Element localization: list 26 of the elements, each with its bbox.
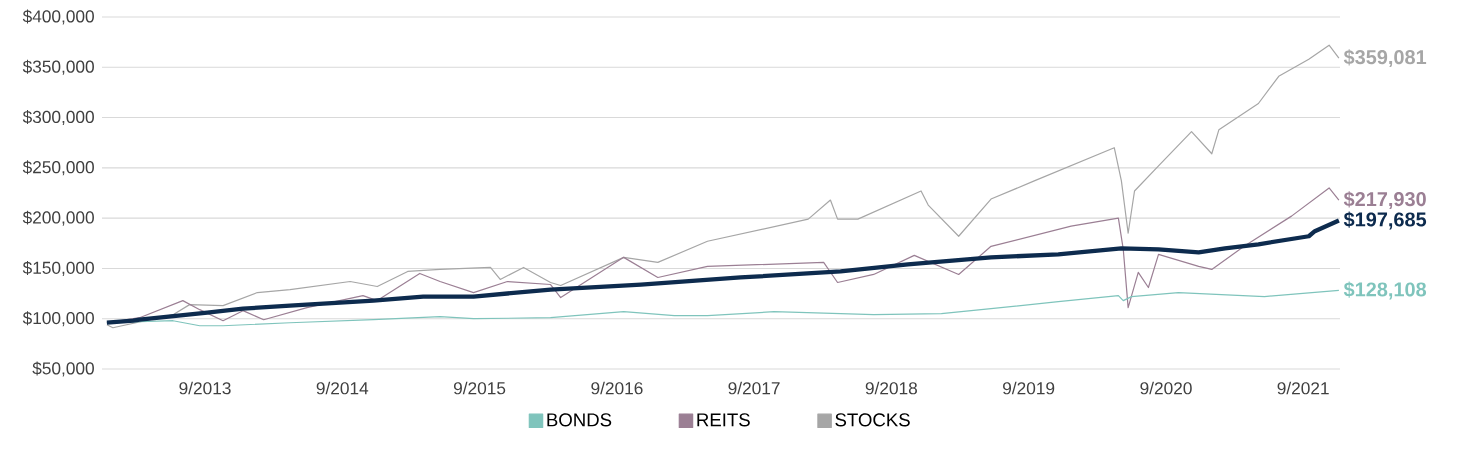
x-tick-label: 9/2015 <box>453 381 506 395</box>
y-tick-label: $150,000 <box>22 260 94 276</box>
data-label: $197,685 <box>1343 211 1427 230</box>
x-tick-label: 9/2020 <box>1140 381 1192 395</box>
y-tick-label: $200,000 <box>22 210 94 226</box>
y-tick-label: $50,000 <box>32 361 94 377</box>
x-tick-label: 9/2018 <box>865 381 918 395</box>
y-tick-label: $250,000 <box>22 160 94 176</box>
x-tick-label: 9/2021 <box>1277 381 1329 395</box>
x-tick-label: 9/2019 <box>1003 381 1055 395</box>
legend-label: BONDS <box>547 413 612 427</box>
x-tick-label: 9/2014 <box>316 381 369 395</box>
x-tick-label: 9/2016 <box>591 381 643 395</box>
legend-label: STOCKS <box>835 413 910 427</box>
data-label: $128,108 <box>1343 281 1427 300</box>
y-tick-label: $400,000 <box>22 9 94 25</box>
line-series <box>104 218 1342 325</box>
data-label: $359,081 <box>1343 49 1427 68</box>
y-tick-label: $300,000 <box>22 110 94 126</box>
x-tick-label: 9/2013 <box>179 381 231 395</box>
legend-label: REITS <box>697 413 750 427</box>
y-tick-label: $100,000 <box>22 311 94 327</box>
line-series <box>106 44 1340 329</box>
data-label: $217,930 <box>1343 191 1426 210</box>
y-tick-label: $350,000 <box>22 59 94 75</box>
x-tick-label: 9/2017 <box>728 381 780 395</box>
